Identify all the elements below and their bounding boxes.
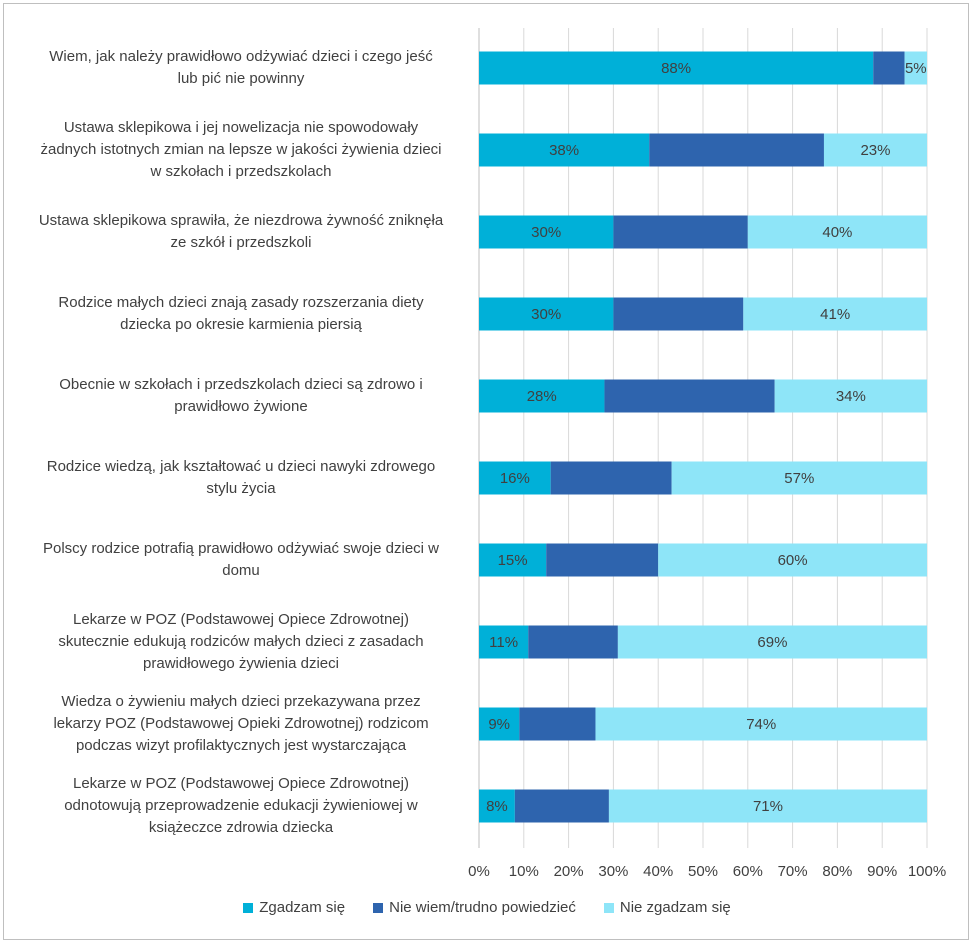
bar-segment [528,626,618,659]
category-label-line: domu [18,560,464,582]
category-label-line: książeczce zdrowia dziecka [18,817,464,839]
bar-segment [551,462,672,495]
category-label-line: ze szkół i przedszkoli [18,232,464,254]
x-tick-label: 70% [778,863,808,880]
data-label: 9% [488,716,510,733]
category-label: Ustawa sklepikowa i jej nowelizacja nie … [18,117,464,183]
x-tick-label: 0% [468,863,490,880]
legend-item: Zgadzam się [243,899,345,916]
x-tick-label: 40% [643,863,673,880]
category-label-line: żadnych istotnych zmian na lepsze w jako… [18,139,464,161]
bar-segment [873,52,904,85]
category-label: Rodzice wiedzą, jak kształtować u dzieci… [18,456,464,500]
category-label-line: prawidłowo żywione [18,396,464,418]
x-axis-ticks: 0% 10% 20% 30% 40% 50% 60% 70% 80% 90% 100% [468,863,946,880]
category-label-line: Wiedza o żywieniu małych dzieci przekazy… [18,691,464,713]
data-label: 30% [531,224,561,241]
category-label: Obecnie w szkołach i przedszkolach dziec… [18,374,464,418]
legend-swatch [604,903,614,913]
category-label: Rodzice małych dzieci znają zasady rozsz… [18,292,464,336]
category-label-line: dziecka po okresie karmienia piersią [18,314,464,336]
data-label: 74% [746,716,776,733]
category-label-line: Rodzice wiedzą, jak kształtować u dzieci… [18,456,464,478]
data-label: 5% [905,60,927,77]
x-tick-label: 60% [733,863,763,880]
legend: Zgadzam się Nie wiem/trudno powiedzieć Nie… [0,899,974,917]
category-label-line: Lekarze w POZ (Podstawowej Opiece Zdrowo… [18,773,464,795]
category-label: Wiem, jak należy prawidłowo odżywiać dzi… [18,46,464,90]
category-label: Lekarze w POZ (Podstawowej Opiece Zdrowo… [18,773,464,839]
category-label-line: Ustawa sklepikowa i jej nowelizacja nie … [18,117,464,139]
data-label: 60% [778,552,808,569]
legend-label: Nie zgadzam się [620,899,731,916]
data-label: 16% [500,470,530,487]
category-label-line: w szkołach i przedszkolach [18,161,464,183]
legend-swatch [243,903,253,913]
legend-label: Zgadzam się [259,899,345,916]
legend-item: Nie wiem/trudno powiedzieć [373,899,576,916]
category-label-line: skutecznie edukują rodziców małych dziec… [18,631,464,653]
bar-segment [546,544,658,577]
data-label: 41% [820,306,850,323]
data-label: 28% [527,388,557,405]
category-label-line: Ustawa sklepikowa sprawiła, że niezdrowa… [18,210,464,232]
bar-segment [649,134,824,167]
data-label: 34% [836,388,866,405]
category-label: Lekarze w POZ (Podstawowej Opiece Zdrowo… [18,609,464,675]
data-label: 23% [860,142,890,159]
bar-segment [515,790,609,823]
x-tick-label: 20% [554,863,584,880]
bar-segment [519,708,595,741]
data-label: 15% [498,552,528,569]
x-tick-label: 100% [908,863,946,880]
bar-segment [613,216,747,249]
x-tick-label: 90% [867,863,897,880]
category-label-line: lub pić nie powinny [18,68,464,90]
category-label: Polscy rodzice potrafią prawidłowo odżyw… [18,538,464,582]
category-label-line: Polscy rodzice potrafią prawidłowo odżyw… [18,538,464,560]
category-label: Wiedza o żywieniu małych dzieci przekazy… [18,691,464,757]
category-label: Ustawa sklepikowa sprawiła, że niezdrowa… [18,210,464,254]
x-tick-label: 80% [822,863,852,880]
category-label-line: prawidłowego żywienia dzieci [18,653,464,675]
data-label: 38% [549,142,579,159]
data-label: 11% [489,634,518,651]
category-label-line: Lekarze w POZ (Podstawowej Opiece Zdrowo… [18,609,464,631]
data-label: 69% [757,634,787,651]
x-tick-label: 30% [598,863,628,880]
category-label-line: lekarzy POZ (Podstawowej Opieki Zdrowotn… [18,713,464,735]
x-tick-label: 50% [688,863,718,880]
data-label: 88% [661,60,691,77]
category-label-line: stylu życia [18,478,464,500]
bar-segment [604,380,774,413]
data-label: 71% [753,798,783,815]
data-label: 57% [784,470,814,487]
category-label-line: odnotowują przeprowadzenie edukacji żywi… [18,795,464,817]
data-label: 30% [531,306,561,323]
category-label-line: Rodzice małych dzieci znają zasady rozsz… [18,292,464,314]
legend-item: Nie zgadzam się [604,899,731,916]
category-label-line: Wiem, jak należy prawidłowo odżywiać dzi… [18,46,464,68]
x-tick-label: 10% [509,863,539,880]
category-label-line: podczas wizyt profilaktycznych jest wyst… [18,735,464,757]
bar-segment [613,298,743,331]
legend-swatch [373,903,383,913]
legend-label: Nie wiem/trudno powiedzieć [389,899,576,916]
data-label: 8% [486,798,508,815]
data-label: 40% [822,224,852,241]
category-label-line: Obecnie w szkołach i przedszkolach dziec… [18,374,464,396]
